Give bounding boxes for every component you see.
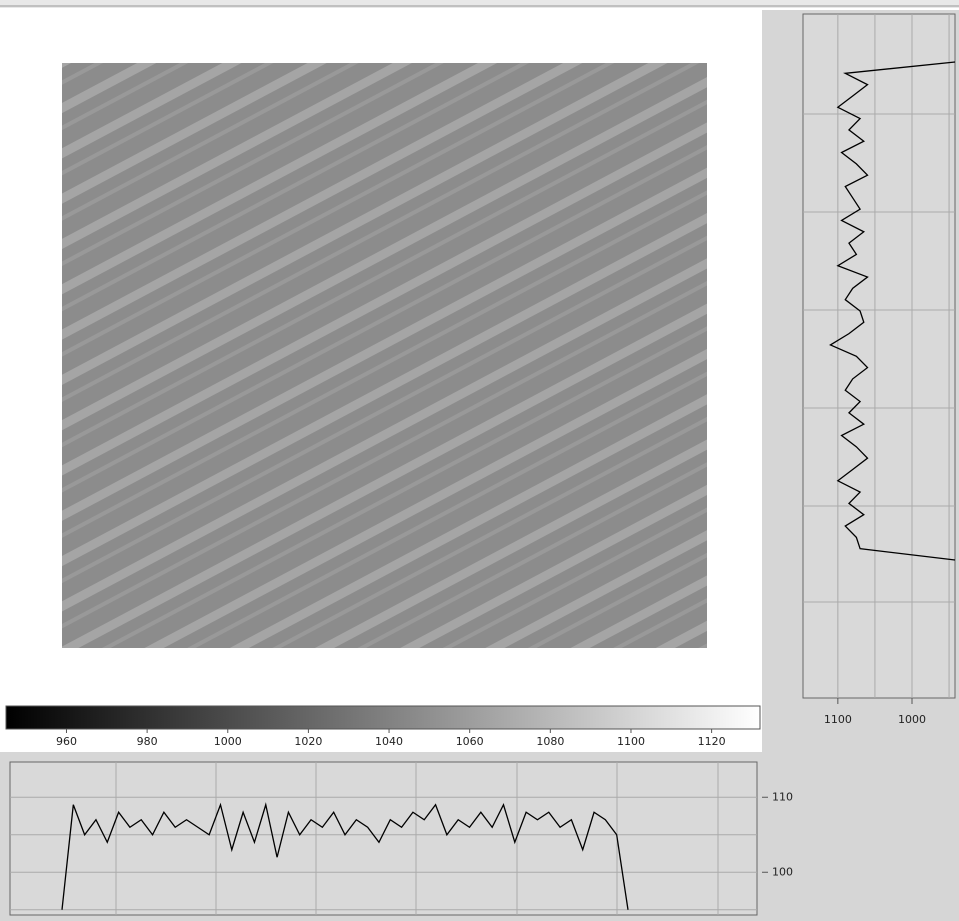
image — [62, 63, 707, 648]
tick-label: 1000 — [214, 735, 242, 748]
right-profile-line — [829, 61, 956, 561]
tick-label: 1100 — [824, 713, 852, 726]
bottom-plot — [9, 761, 758, 916]
colorbar — [5, 705, 761, 730]
tick-label: 980 — [137, 735, 158, 748]
right-plot — [802, 13, 956, 699]
tick-label: 1040 — [375, 735, 403, 748]
tick-label: 100 — [772, 865, 793, 878]
tick-label: 1000 — [898, 713, 926, 726]
tick-label: 1120 — [698, 735, 726, 748]
tick-label: 1100 — [617, 735, 645, 748]
top-bar — [0, 0, 959, 8]
tick-label: 1080 — [536, 735, 564, 748]
tick-label: 960 — [56, 735, 77, 748]
tick-label: 1020 — [294, 735, 322, 748]
tick-label: 110 — [772, 790, 793, 803]
tick-label: 1060 — [456, 735, 484, 748]
bottom-profile-line — [61, 802, 629, 910]
